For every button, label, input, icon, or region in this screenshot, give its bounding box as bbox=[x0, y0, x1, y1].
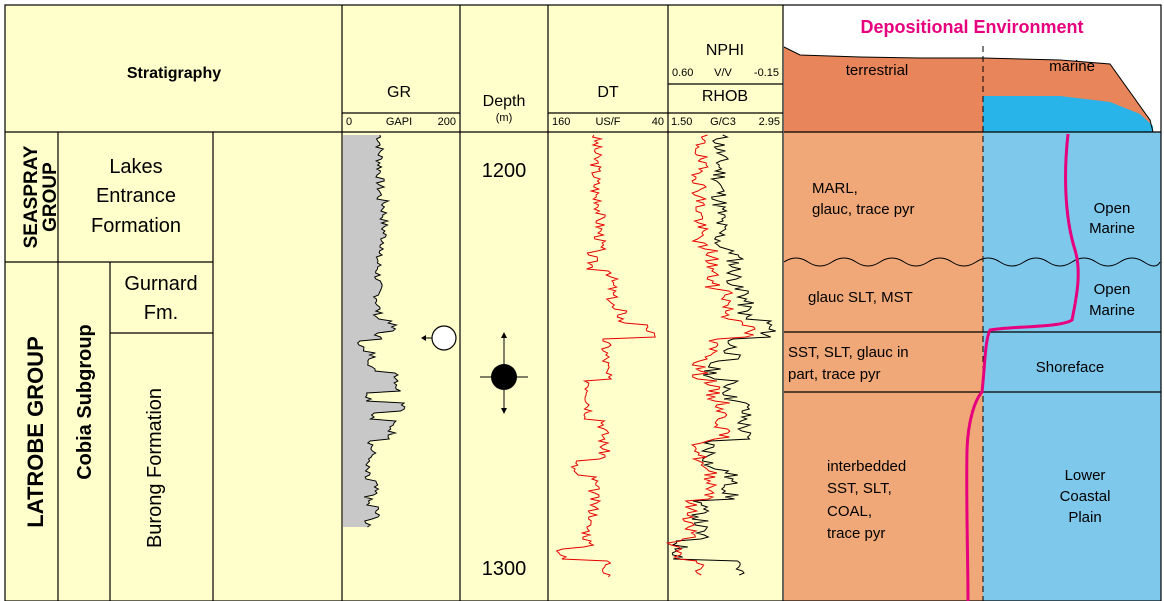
rhob-min: 1.50 bbox=[671, 116, 692, 128]
env-2-line-2: Marine bbox=[1089, 302, 1135, 319]
lith-4-line-2: SST, SLT, bbox=[827, 480, 892, 497]
depth-unit: (m) bbox=[496, 112, 513, 124]
rhob-curve bbox=[671, 134, 776, 576]
log-panel-background bbox=[5, 5, 783, 601]
gurnard-line-2: Fm. bbox=[144, 302, 178, 324]
burong-formation-label: Burong Formation bbox=[144, 388, 166, 548]
env-3-line-1: Shoreface bbox=[1036, 359, 1104, 376]
lakes-entrance-line-1: Lakes bbox=[109, 156, 162, 178]
terrestrial-label: terrestrial bbox=[846, 62, 909, 79]
nphi-max: -0.15 bbox=[754, 67, 779, 79]
env-4-line-1: Lower bbox=[1065, 467, 1106, 484]
gr-track-name: GR bbox=[387, 84, 411, 101]
grid-lines bbox=[4, 4, 1162, 601]
env-4-line-3: Plain bbox=[1068, 509, 1101, 526]
depth-track-name: Depth bbox=[483, 93, 526, 110]
env-2-line-1: Open bbox=[1094, 281, 1131, 298]
gr-fill bbox=[343, 135, 405, 527]
lith-3-line-1: SST, SLT, glauc in bbox=[788, 344, 909, 361]
gr-max: 200 bbox=[438, 116, 456, 128]
dt-track-name: DT bbox=[597, 84, 619, 101]
dt-unit: US/F bbox=[595, 116, 620, 128]
dt-max: 40 bbox=[652, 116, 664, 128]
lith-1-line-1: MARL, bbox=[812, 180, 858, 197]
terrestrial-zone bbox=[784, 132, 983, 601]
lith-4-line-4: trace pyr bbox=[827, 525, 885, 542]
env-1-line-2: Marine bbox=[1089, 220, 1135, 237]
relative-sea-level-curve bbox=[965, 133, 1080, 601]
rhob-max: 2.95 bbox=[759, 116, 780, 128]
env-4-line-2: Coastal bbox=[1060, 488, 1111, 505]
stratigraphy-title: Stratigraphy bbox=[127, 65, 221, 82]
cobia-subgroup-label: Cobia Subgroup bbox=[74, 324, 96, 480]
unconformity-line bbox=[783, 257, 1161, 267]
depth-label-1200: 1200 bbox=[482, 160, 527, 182]
nphi-min: 0.60 bbox=[672, 67, 693, 79]
dt-min: 160 bbox=[552, 116, 570, 128]
nphi-curve bbox=[666, 134, 756, 576]
marine-zone bbox=[983, 132, 1161, 601]
env-1-line-1: Open bbox=[1094, 200, 1131, 217]
closed-circle-symbol bbox=[480, 332, 528, 414]
lith-4-line-1: interbedded bbox=[827, 458, 906, 475]
environment-title: Depositional Environment bbox=[860, 17, 1083, 37]
depth-label-1300: 1300 bbox=[482, 558, 527, 580]
latrobe-group-label: LATROBE GROUP bbox=[23, 336, 48, 527]
seaspray-group-line-1: SEASPRAY bbox=[21, 145, 42, 248]
seaspray-group-line-2: GROUP bbox=[40, 162, 61, 232]
nphi-track-name: NPHI bbox=[706, 42, 744, 59]
dt-curve bbox=[555, 134, 656, 578]
gr-curve bbox=[357, 134, 406, 528]
lakes-entrance-line-3: Formation bbox=[91, 215, 181, 237]
gr-min: 0 bbox=[346, 116, 352, 128]
lith-1-line-2: glauc, trace pyr bbox=[812, 201, 915, 218]
gurnard-line-1: Gurnard bbox=[124, 273, 197, 295]
open-circle-symbol bbox=[421, 325, 457, 351]
gr-unit: GAPI bbox=[386, 116, 412, 128]
lith-2-line-1: glauc SLT, MST bbox=[808, 289, 913, 306]
rhob-track-name: RHOB bbox=[702, 88, 748, 105]
marine-label: marine bbox=[1049, 58, 1095, 75]
marine-profile bbox=[983, 96, 1153, 132]
nphi-unit: V/V bbox=[714, 67, 732, 79]
lith-3-line-2: part, trace pyr bbox=[788, 366, 881, 383]
lith-4-line-3: COAL, bbox=[827, 503, 872, 520]
lakes-entrance-line-2: Entrance bbox=[96, 185, 176, 207]
rhob-unit: G/C3 bbox=[710, 116, 736, 128]
